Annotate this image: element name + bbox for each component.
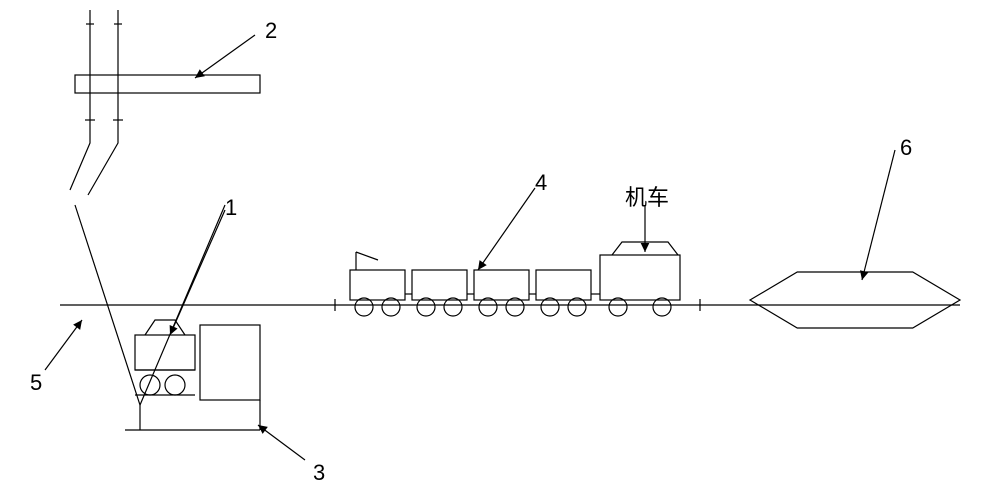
label-4: 4 <box>535 170 547 196</box>
diagram-canvas <box>0 0 1000 500</box>
label-2: 2 <box>265 18 277 44</box>
label-6: 6 <box>900 135 912 161</box>
label-locomotive: 机车 <box>625 180 669 212</box>
label-3: 3 <box>313 460 325 486</box>
label-1: 1 <box>225 195 237 221</box>
label-5: 5 <box>30 370 42 396</box>
